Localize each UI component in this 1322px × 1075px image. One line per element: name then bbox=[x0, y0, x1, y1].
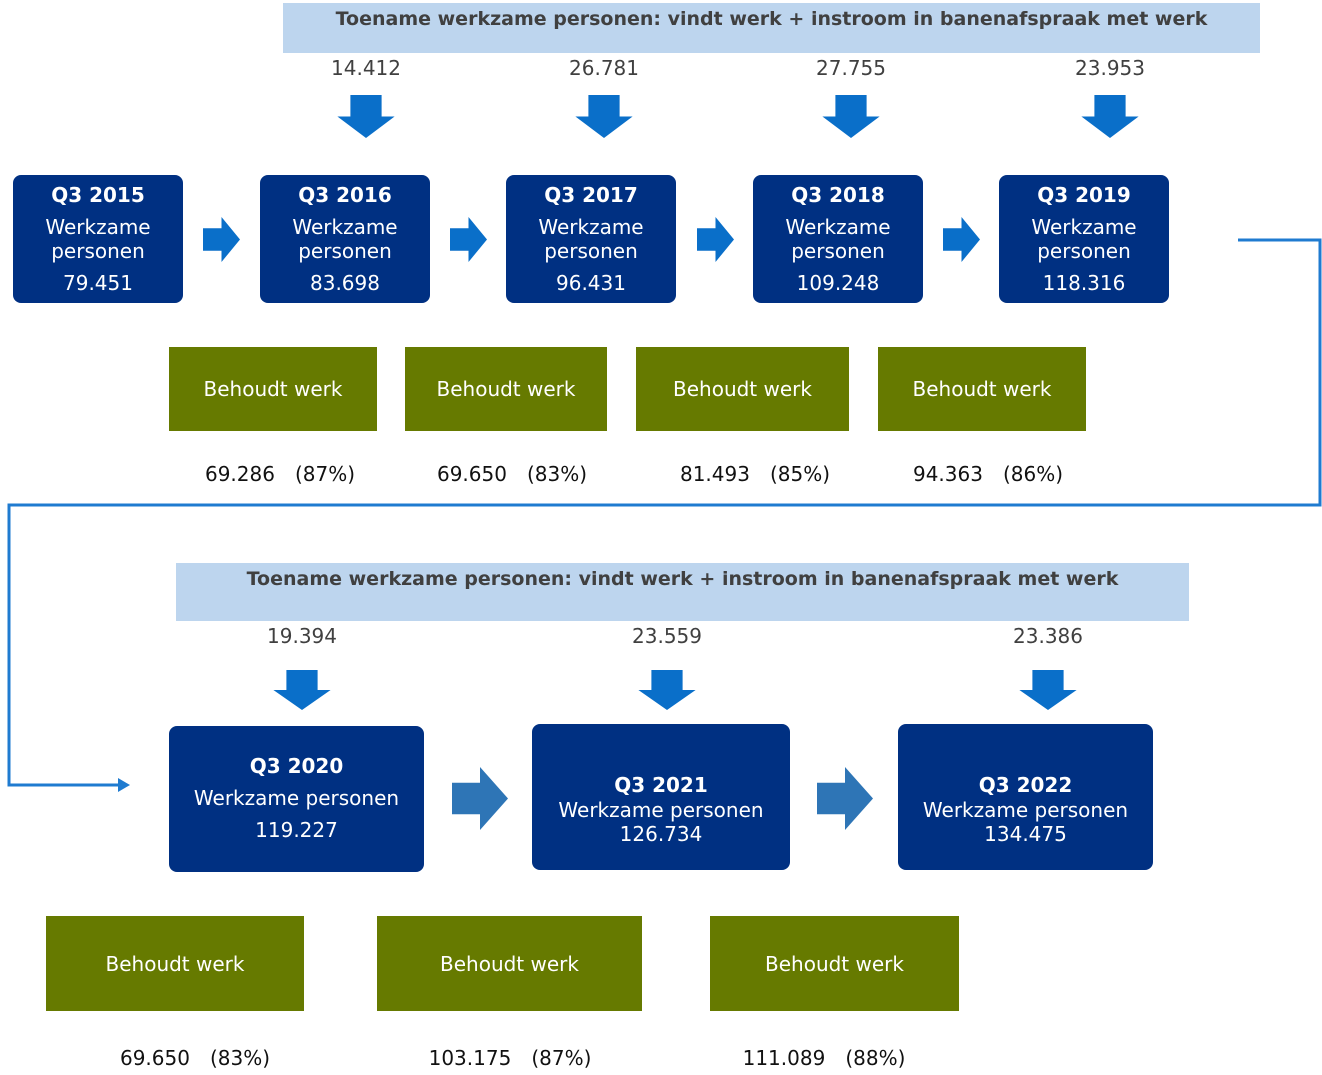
retain-share: (88%) bbox=[845, 1046, 906, 1070]
quarter: Q3 2020 bbox=[249, 754, 344, 778]
retain-text: 94.363 (86%) bbox=[913, 462, 1063, 486]
retain-text: 69.286 (87%) bbox=[205, 462, 355, 486]
retain-box: Behoudt werk bbox=[377, 916, 642, 1011]
retain-text: 103.175 (87%) bbox=[429, 1046, 592, 1070]
retain-share: (87%) bbox=[531, 1046, 592, 1070]
inflow-value: 14.412 bbox=[331, 56, 401, 80]
period-label: Werkzame personen bbox=[922, 798, 1129, 822]
retain-text: 111.089 (88%) bbox=[743, 1046, 906, 1070]
retain-value: 81.493 bbox=[679, 462, 750, 486]
period-label: Werkzame personen bbox=[1031, 215, 1137, 263]
retain-share: (83%) bbox=[526, 462, 588, 486]
inflow-value: 27.755 bbox=[816, 56, 886, 80]
retain-text: 81.493 (85%) bbox=[680, 462, 830, 486]
period-label: Werkzame personen bbox=[558, 798, 764, 822]
inflow-value: 23.386 bbox=[1013, 624, 1083, 648]
retain-value: 69.650 bbox=[436, 462, 507, 486]
period-label: Werkzame personen bbox=[292, 215, 398, 263]
retain-value: 69.286 bbox=[204, 462, 275, 486]
retain-share: (85%) bbox=[769, 462, 831, 486]
right-arrow bbox=[450, 217, 487, 262]
retain-text: 69.650 (83%) bbox=[437, 462, 587, 486]
down-arrow bbox=[575, 95, 633, 138]
period-box: Q3 2021 Werkzame personen 126.734 bbox=[532, 724, 790, 870]
period-value: 134.475 bbox=[984, 822, 1067, 846]
period-box: Q3 2015 Werkzame personen 79.451 bbox=[13, 175, 183, 303]
right-arrow bbox=[697, 217, 734, 262]
quarter: Q3 2016 bbox=[298, 183, 392, 207]
period-box: Q3 2017 Werkzame personen 96.431 bbox=[506, 175, 676, 303]
retain-value: 103.175 bbox=[428, 1046, 512, 1070]
period-value: 96.431 bbox=[556, 271, 626, 295]
inflow-value: 23.953 bbox=[1075, 56, 1145, 80]
quarter: Q3 2015 bbox=[51, 183, 145, 207]
retain-box: Behoudt werk bbox=[636, 347, 849, 431]
right-arrow bbox=[452, 767, 508, 830]
inflow-value: 23.559 bbox=[632, 624, 702, 648]
down-arrow bbox=[822, 95, 880, 138]
period-value: 79.451 bbox=[63, 271, 133, 295]
quarter: Q3 2018 bbox=[791, 183, 885, 207]
inflow-value: 19.394 bbox=[267, 624, 337, 648]
period-value: 118.316 bbox=[1042, 271, 1126, 295]
retain-share: (83%) bbox=[209, 1046, 271, 1070]
inflow-value: 26.781 bbox=[569, 56, 639, 80]
retain-box: Behoudt werk bbox=[405, 347, 607, 431]
retain-share: (86%) bbox=[1002, 462, 1064, 486]
quarter: Q3 2019 bbox=[1037, 183, 1131, 207]
down-arrow bbox=[337, 95, 395, 138]
down-arrow bbox=[638, 670, 696, 710]
retain-value: 69.650 bbox=[119, 1046, 190, 1070]
connector-line bbox=[7, 238, 1322, 787]
right-arrow bbox=[817, 767, 873, 830]
right-arrow bbox=[943, 217, 980, 262]
down-arrow bbox=[1019, 670, 1077, 710]
connector-arrowhead bbox=[118, 778, 130, 792]
banner: Toename werkzame personen: vindt werk + … bbox=[283, 3, 1260, 53]
quarter: Q3 2022 bbox=[978, 773, 1073, 797]
period-box: Q3 2019 Werkzame personen 118.316 bbox=[999, 175, 1169, 303]
period-box: Q3 2018 Werkzame personen 109.248 bbox=[753, 175, 923, 303]
retain-box: Behoudt werk bbox=[169, 347, 377, 431]
retain-box: Behoudt werk bbox=[46, 916, 304, 1011]
period-value: 119.227 bbox=[255, 818, 338, 842]
retain-text: 69.650 (83%) bbox=[120, 1046, 270, 1070]
period-box: Q3 2016 Werkzame personen 83.698 bbox=[260, 175, 430, 303]
down-arrow bbox=[1081, 95, 1139, 138]
period-value: 109.248 bbox=[796, 271, 880, 295]
banner: Toename werkzame personen: vindt werk + … bbox=[176, 563, 1189, 621]
quarter: Q3 2021 bbox=[614, 773, 708, 797]
period-box: Q3 2020 Werkzame personen 119.227 bbox=[169, 726, 424, 872]
retain-value: 94.363 bbox=[912, 462, 983, 486]
retain-value: 111.089 bbox=[742, 1046, 826, 1070]
period-value: 83.698 bbox=[310, 271, 380, 295]
period-label: Werkzame personen bbox=[538, 215, 644, 263]
quarter: Q3 2017 bbox=[544, 183, 638, 207]
retain-box: Behoudt werk bbox=[710, 916, 959, 1011]
period-box: Q3 2022 Werkzame personen 134.475 bbox=[898, 724, 1153, 870]
retain-box: Behoudt werk bbox=[878, 347, 1086, 431]
right-arrow bbox=[203, 217, 240, 262]
period-label: Werkzame personen bbox=[785, 215, 891, 263]
period-value: 126.734 bbox=[619, 822, 703, 846]
period-label: Werkzame personen bbox=[193, 786, 400, 810]
down-arrow bbox=[273, 670, 331, 710]
retain-share: (87%) bbox=[294, 462, 356, 486]
period-label: Werkzame personen bbox=[45, 215, 151, 263]
